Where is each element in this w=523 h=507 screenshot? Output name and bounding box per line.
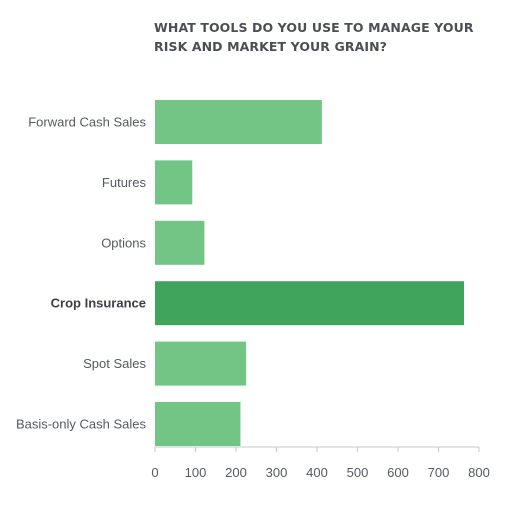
category-label-options: Options	[101, 235, 146, 250]
bar-futures	[155, 160, 193, 205]
x-tick-label-500: 500	[347, 465, 369, 480]
x-tick-label-200: 200	[225, 465, 247, 480]
chart-title: WHAT TOOLS DO YOU USE TO MANAGE YOUR RIS…	[154, 20, 474, 54]
x-tick-label-0: 0	[151, 465, 158, 480]
x-tick-label-800: 800	[468, 465, 490, 480]
x-tick-label-100: 100	[185, 465, 207, 480]
bar-basis-only-cash-sales	[155, 402, 241, 446]
x-axis-ticks: 0 100 200 300 400 500 600 700 800	[151, 447, 490, 480]
bar-spot-sales	[155, 341, 247, 386]
bar-forward-cash-sales	[155, 100, 322, 144]
category-label-futures: Futures	[102, 175, 147, 190]
x-tick-label-400: 400	[306, 465, 328, 480]
category-labels: Forward Cash Sales Futures Options Crop Ins…	[16, 115, 147, 432]
category-label-forward-cash-sales: Forward Cash Sales	[28, 115, 146, 130]
category-label-crop-insurance: Crop Insurance	[51, 296, 146, 311]
bar-options	[155, 220, 205, 265]
x-tick-label-700: 700	[428, 465, 450, 480]
x-tick-label-600: 600	[387, 465, 409, 480]
bars	[155, 100, 465, 446]
bar-crop-insurance	[155, 281, 465, 326]
category-label-spot-sales: Spot Sales	[83, 356, 146, 371]
x-tick-label-300: 300	[266, 465, 288, 480]
category-label-basis-only-cash-sales: Basis-only Cash Sales	[16, 417, 147, 432]
